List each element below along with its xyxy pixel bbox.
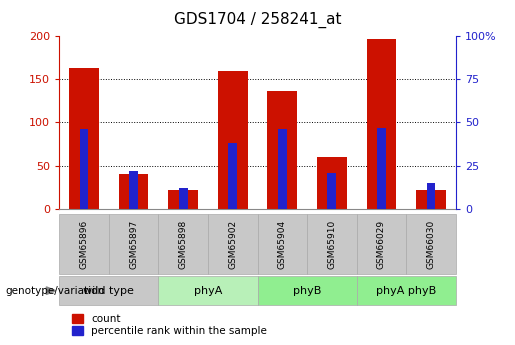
Text: wild type: wild type xyxy=(83,286,134,296)
Bar xyxy=(317,157,347,209)
Bar xyxy=(79,129,89,209)
Text: GDS1704 / 258241_at: GDS1704 / 258241_at xyxy=(174,12,341,28)
Text: phyA phyB: phyA phyB xyxy=(376,286,436,296)
Text: GSM65910: GSM65910 xyxy=(328,219,336,269)
Bar xyxy=(416,190,446,209)
Text: GSM65897: GSM65897 xyxy=(129,219,138,269)
Text: GSM65896: GSM65896 xyxy=(79,219,89,269)
Text: phyA: phyA xyxy=(194,286,222,296)
Bar xyxy=(426,183,436,209)
Bar xyxy=(179,188,187,209)
Bar xyxy=(377,128,386,209)
Bar xyxy=(69,68,99,209)
Bar xyxy=(129,171,138,209)
Text: GSM65904: GSM65904 xyxy=(278,219,287,269)
Bar xyxy=(278,129,287,209)
Text: GSM66029: GSM66029 xyxy=(377,219,386,269)
Legend: count, percentile rank within the sample: count, percentile rank within the sample xyxy=(72,314,267,336)
Bar xyxy=(328,172,336,209)
Text: GSM65898: GSM65898 xyxy=(179,219,187,269)
Bar xyxy=(218,71,248,209)
Text: GSM65902: GSM65902 xyxy=(228,219,237,269)
Text: phyB: phyB xyxy=(293,286,321,296)
Bar xyxy=(228,143,237,209)
Text: genotype/variation: genotype/variation xyxy=(5,286,104,296)
Bar xyxy=(118,174,148,209)
Bar xyxy=(168,190,198,209)
Bar xyxy=(267,90,297,209)
Bar xyxy=(367,39,396,209)
Text: GSM66030: GSM66030 xyxy=(426,219,436,269)
